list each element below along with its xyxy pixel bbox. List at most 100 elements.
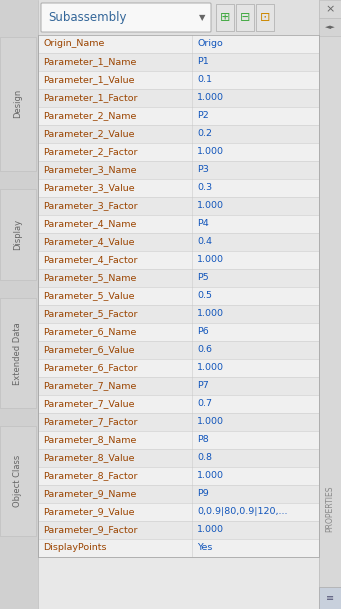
Bar <box>38 125 319 143</box>
Bar <box>38 521 319 539</box>
Text: P1: P1 <box>197 57 209 66</box>
Text: 1.000: 1.000 <box>197 147 224 157</box>
Text: 0.2: 0.2 <box>197 130 212 138</box>
Text: P6: P6 <box>197 328 209 337</box>
Text: Design: Design <box>14 89 23 118</box>
Text: Parameter_5_Name: Parameter_5_Name <box>43 273 136 283</box>
Text: ⊟: ⊟ <box>240 11 250 24</box>
Bar <box>256 4 274 31</box>
Bar <box>0 426 36 536</box>
Text: Parameter_3_Factor: Parameter_3_Factor <box>43 202 138 211</box>
Bar <box>38 323 319 341</box>
Bar <box>38 35 319 557</box>
Bar <box>38 197 319 215</box>
Bar <box>38 467 319 485</box>
Text: P2: P2 <box>197 111 209 121</box>
Bar <box>38 503 319 521</box>
Text: Origo: Origo <box>197 40 223 49</box>
Bar <box>38 179 319 197</box>
Bar <box>38 215 319 233</box>
Bar <box>38 35 319 53</box>
Bar <box>38 89 319 107</box>
Text: DisplayPoints: DisplayPoints <box>43 543 106 552</box>
Bar <box>38 0 319 35</box>
Text: Parameter_7_Factor: Parameter_7_Factor <box>43 418 137 426</box>
Text: Parameter_1_Value: Parameter_1_Value <box>43 76 134 85</box>
Bar <box>319 587 341 609</box>
Bar <box>38 251 319 269</box>
Text: Parameter_6_Factor: Parameter_6_Factor <box>43 364 137 373</box>
Bar <box>38 71 319 89</box>
Bar <box>38 35 319 557</box>
Bar <box>216 4 234 31</box>
Text: 0.5: 0.5 <box>197 292 212 300</box>
Bar <box>38 161 319 179</box>
Text: Parameter_8_Name: Parameter_8_Name <box>43 435 136 445</box>
Text: Parameter_2_Value: Parameter_2_Value <box>43 130 134 138</box>
Text: P4: P4 <box>197 219 209 228</box>
Text: Parameter_3_Value: Parameter_3_Value <box>43 183 135 192</box>
Text: Parameter_7_Name: Parameter_7_Name <box>43 381 136 390</box>
Text: Origin_Name: Origin_Name <box>43 40 104 49</box>
Text: Parameter_4_Name: Parameter_4_Name <box>43 219 136 228</box>
Text: P3: P3 <box>197 166 209 175</box>
Text: Parameter_4_Value: Parameter_4_Value <box>43 238 134 247</box>
Bar <box>38 359 319 377</box>
Bar <box>38 143 319 161</box>
Bar <box>38 539 319 557</box>
Text: P5: P5 <box>197 273 209 283</box>
Text: Parameter_6_Value: Parameter_6_Value <box>43 345 134 354</box>
Text: ⊡: ⊡ <box>260 11 270 24</box>
Bar <box>236 4 254 31</box>
Text: Parameter_2_Name: Parameter_2_Name <box>43 111 136 121</box>
Bar <box>38 341 319 359</box>
Bar <box>38 395 319 413</box>
Text: Parameter_8_Value: Parameter_8_Value <box>43 454 134 462</box>
Text: Parameter_9_Name: Parameter_9_Name <box>43 490 136 499</box>
Text: Object Class: Object Class <box>14 455 23 507</box>
Text: 1.000: 1.000 <box>197 202 224 211</box>
Text: ×: × <box>325 4 335 14</box>
Text: 0.1: 0.1 <box>197 76 212 85</box>
Text: Parameter_9_Factor: Parameter_9_Factor <box>43 526 137 535</box>
Text: Parameter_8_Factor: Parameter_8_Factor <box>43 471 137 481</box>
Text: 0.3: 0.3 <box>197 183 212 192</box>
Text: Parameter_5_Value: Parameter_5_Value <box>43 292 134 300</box>
Bar <box>319 0 341 609</box>
Text: 1.000: 1.000 <box>197 418 224 426</box>
Bar <box>38 431 319 449</box>
Bar <box>38 413 319 431</box>
Text: 1.000: 1.000 <box>197 364 224 373</box>
Text: Parameter_5_Factor: Parameter_5_Factor <box>43 309 137 319</box>
Bar <box>38 377 319 395</box>
Text: ◄►: ◄► <box>325 24 336 30</box>
Bar <box>0 37 36 171</box>
Text: Parameter_3_Name: Parameter_3_Name <box>43 166 136 175</box>
Text: Display: Display <box>14 219 23 250</box>
Text: 1.000: 1.000 <box>197 94 224 102</box>
Text: Parameter_2_Factor: Parameter_2_Factor <box>43 147 137 157</box>
Bar <box>0 0 38 609</box>
Text: Parameter_1_Name: Parameter_1_Name <box>43 57 136 66</box>
Bar <box>38 233 319 251</box>
Text: 0.6: 0.6 <box>197 345 212 354</box>
Text: 1.000: 1.000 <box>197 256 224 264</box>
Text: Parameter_4_Factor: Parameter_4_Factor <box>43 256 137 264</box>
FancyBboxPatch shape <box>41 3 211 32</box>
Bar <box>38 305 319 323</box>
Text: 1.000: 1.000 <box>197 471 224 481</box>
Text: 0.7: 0.7 <box>197 400 212 409</box>
Text: Subassembly: Subassembly <box>48 11 127 24</box>
Bar <box>319 18 341 36</box>
Bar <box>0 298 36 408</box>
Bar <box>0 189 36 280</box>
Text: 0.8: 0.8 <box>197 454 212 462</box>
Text: Parameter_1_Factor: Parameter_1_Factor <box>43 94 137 102</box>
Text: P8: P8 <box>197 435 209 445</box>
Text: ▼: ▼ <box>199 13 205 22</box>
Text: 1.000: 1.000 <box>197 309 224 319</box>
Text: 0.4: 0.4 <box>197 238 212 247</box>
Text: Parameter_7_Value: Parameter_7_Value <box>43 400 134 409</box>
Bar <box>38 53 319 71</box>
Bar <box>319 0 341 18</box>
